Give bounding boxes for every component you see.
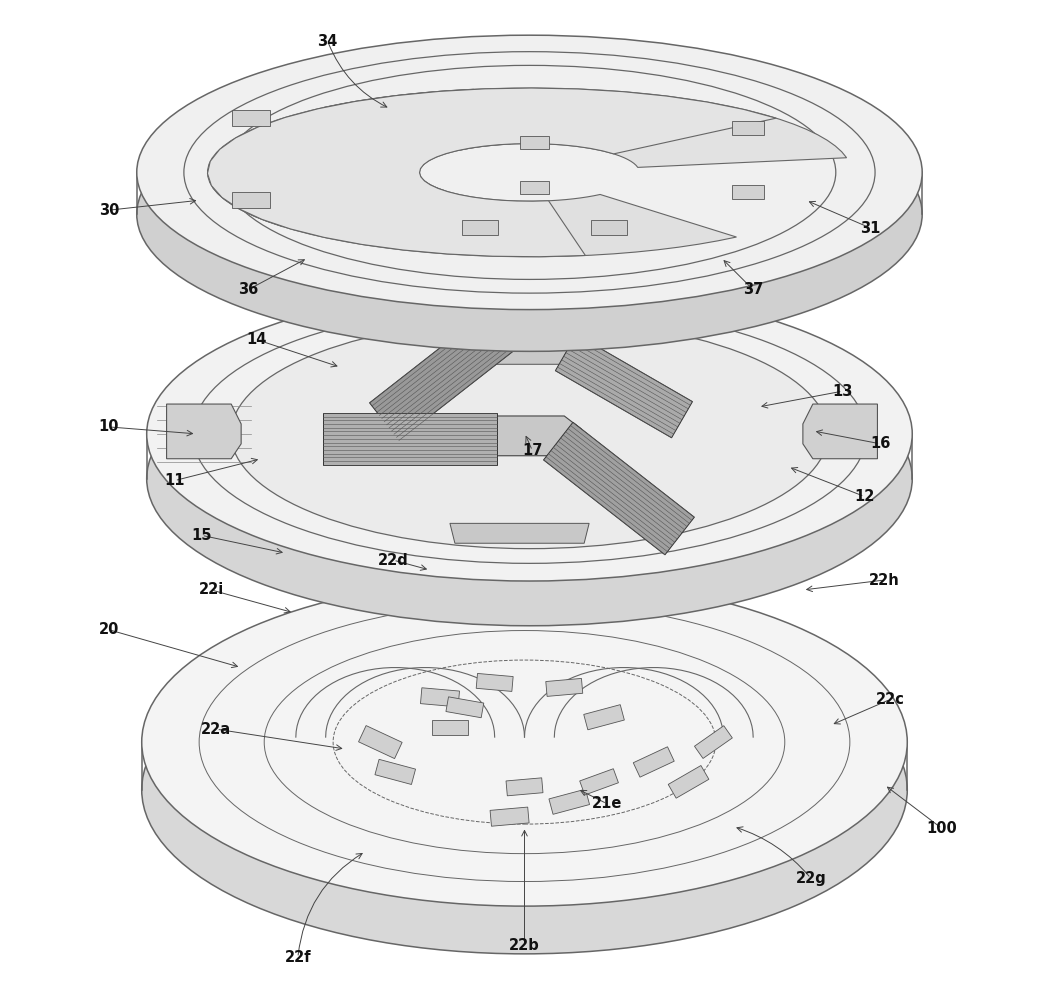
Ellipse shape bbox=[147, 287, 913, 581]
Polygon shape bbox=[490, 808, 529, 827]
Polygon shape bbox=[470, 339, 590, 364]
Polygon shape bbox=[732, 185, 764, 199]
Text: 34: 34 bbox=[318, 34, 338, 49]
Polygon shape bbox=[323, 413, 497, 465]
Polygon shape bbox=[446, 697, 484, 718]
Ellipse shape bbox=[142, 626, 907, 954]
Polygon shape bbox=[580, 769, 619, 795]
Polygon shape bbox=[668, 766, 709, 799]
Text: 37: 37 bbox=[743, 282, 764, 297]
Text: 15: 15 bbox=[191, 527, 212, 542]
Polygon shape bbox=[555, 335, 692, 438]
Text: 100: 100 bbox=[926, 822, 958, 836]
Text: 31: 31 bbox=[860, 220, 881, 235]
Text: 22c: 22c bbox=[876, 692, 905, 707]
Polygon shape bbox=[208, 90, 511, 226]
Text: 30: 30 bbox=[99, 202, 120, 217]
Text: 13: 13 bbox=[833, 384, 853, 399]
Text: 22h: 22h bbox=[869, 572, 900, 587]
Polygon shape bbox=[208, 88, 776, 257]
Polygon shape bbox=[450, 523, 590, 543]
Ellipse shape bbox=[142, 578, 907, 906]
Polygon shape bbox=[694, 726, 732, 759]
Polygon shape bbox=[732, 121, 764, 135]
Text: 17: 17 bbox=[522, 444, 542, 459]
Polygon shape bbox=[802, 404, 877, 459]
Text: 21e: 21e bbox=[592, 797, 622, 812]
Polygon shape bbox=[322, 88, 847, 167]
Text: 22b: 22b bbox=[509, 938, 540, 953]
Polygon shape bbox=[212, 177, 736, 257]
Text: 12: 12 bbox=[854, 489, 875, 504]
Polygon shape bbox=[369, 308, 520, 441]
Text: 10: 10 bbox=[99, 420, 120, 435]
Polygon shape bbox=[232, 110, 270, 126]
Polygon shape bbox=[167, 404, 241, 459]
Polygon shape bbox=[545, 678, 583, 696]
Ellipse shape bbox=[136, 35, 922, 310]
Polygon shape bbox=[634, 747, 675, 777]
Text: 36: 36 bbox=[238, 282, 258, 297]
Polygon shape bbox=[374, 760, 415, 785]
Polygon shape bbox=[421, 688, 459, 707]
Ellipse shape bbox=[136, 77, 922, 351]
Polygon shape bbox=[543, 423, 694, 554]
Polygon shape bbox=[583, 705, 624, 730]
Polygon shape bbox=[519, 137, 550, 149]
Polygon shape bbox=[549, 790, 590, 815]
Ellipse shape bbox=[231, 319, 828, 548]
Text: 14: 14 bbox=[245, 332, 266, 347]
Polygon shape bbox=[519, 180, 550, 193]
Text: 22g: 22g bbox=[795, 870, 827, 885]
Polygon shape bbox=[477, 416, 581, 456]
Polygon shape bbox=[359, 726, 402, 759]
Ellipse shape bbox=[147, 331, 913, 626]
Polygon shape bbox=[476, 673, 513, 691]
Text: 22i: 22i bbox=[198, 582, 223, 597]
Polygon shape bbox=[506, 778, 543, 796]
Text: 22d: 22d bbox=[378, 552, 409, 567]
Polygon shape bbox=[462, 219, 497, 234]
Text: 22a: 22a bbox=[201, 722, 232, 737]
Polygon shape bbox=[432, 720, 468, 735]
Text: 11: 11 bbox=[165, 474, 185, 489]
Polygon shape bbox=[232, 192, 270, 208]
Text: 16: 16 bbox=[871, 437, 891, 452]
Polygon shape bbox=[592, 219, 627, 234]
Text: 20: 20 bbox=[99, 622, 120, 637]
Text: 22f: 22f bbox=[284, 950, 312, 965]
